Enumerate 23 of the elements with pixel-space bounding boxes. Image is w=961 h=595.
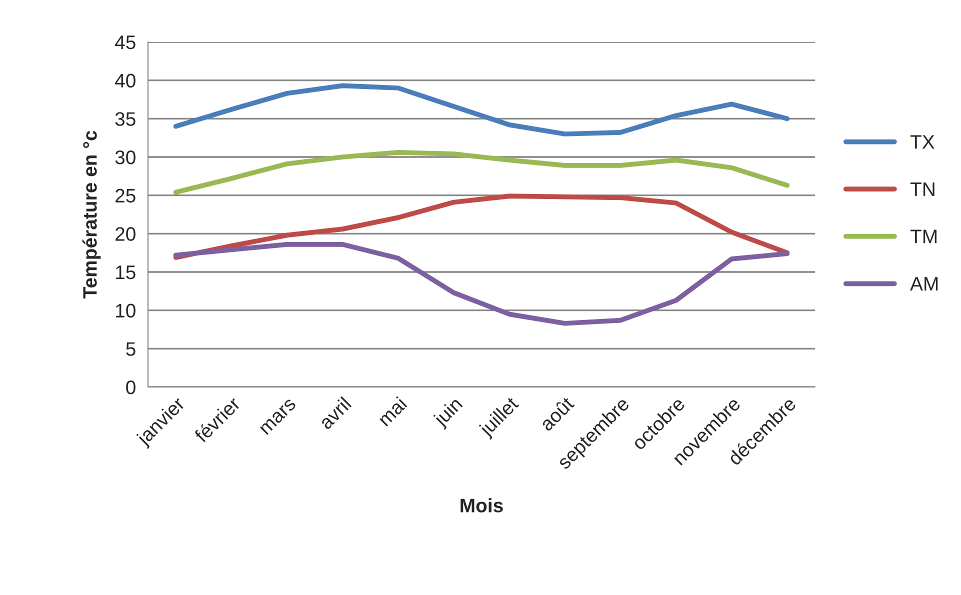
y-tick-label: 30 bbox=[115, 150, 136, 164]
legend-label: TX bbox=[910, 135, 934, 149]
y-tick-label: 15 bbox=[116, 266, 136, 280]
legend-label: AM bbox=[910, 277, 938, 290]
x-tick-label: mai bbox=[376, 396, 408, 427]
line-series bbox=[173, 83, 790, 136]
y-tick-label: 20 bbox=[116, 227, 136, 241]
y-tick-label: 45 bbox=[115, 36, 136, 50]
legend-label: TN bbox=[910, 182, 934, 196]
y-tick-label: 40 bbox=[115, 74, 136, 88]
x-tick-label: juin bbox=[432, 396, 466, 430]
legend-label: TM bbox=[910, 230, 936, 244]
y-tick-label: 0 bbox=[126, 380, 136, 394]
line-series bbox=[173, 242, 790, 326]
y-tick-label: 25 bbox=[116, 188, 136, 203]
y-axis-title: Température en °c bbox=[82, 130, 101, 298]
y-tick-label: 35 bbox=[115, 112, 136, 126]
y-tick-label: 5 bbox=[126, 342, 136, 356]
x-tick-label: avril bbox=[318, 396, 352, 430]
y-tick-label: 10 bbox=[116, 304, 136, 318]
line-series bbox=[173, 150, 790, 195]
x-axis-title: Mois bbox=[460, 498, 503, 512]
line-series bbox=[173, 194, 790, 260]
